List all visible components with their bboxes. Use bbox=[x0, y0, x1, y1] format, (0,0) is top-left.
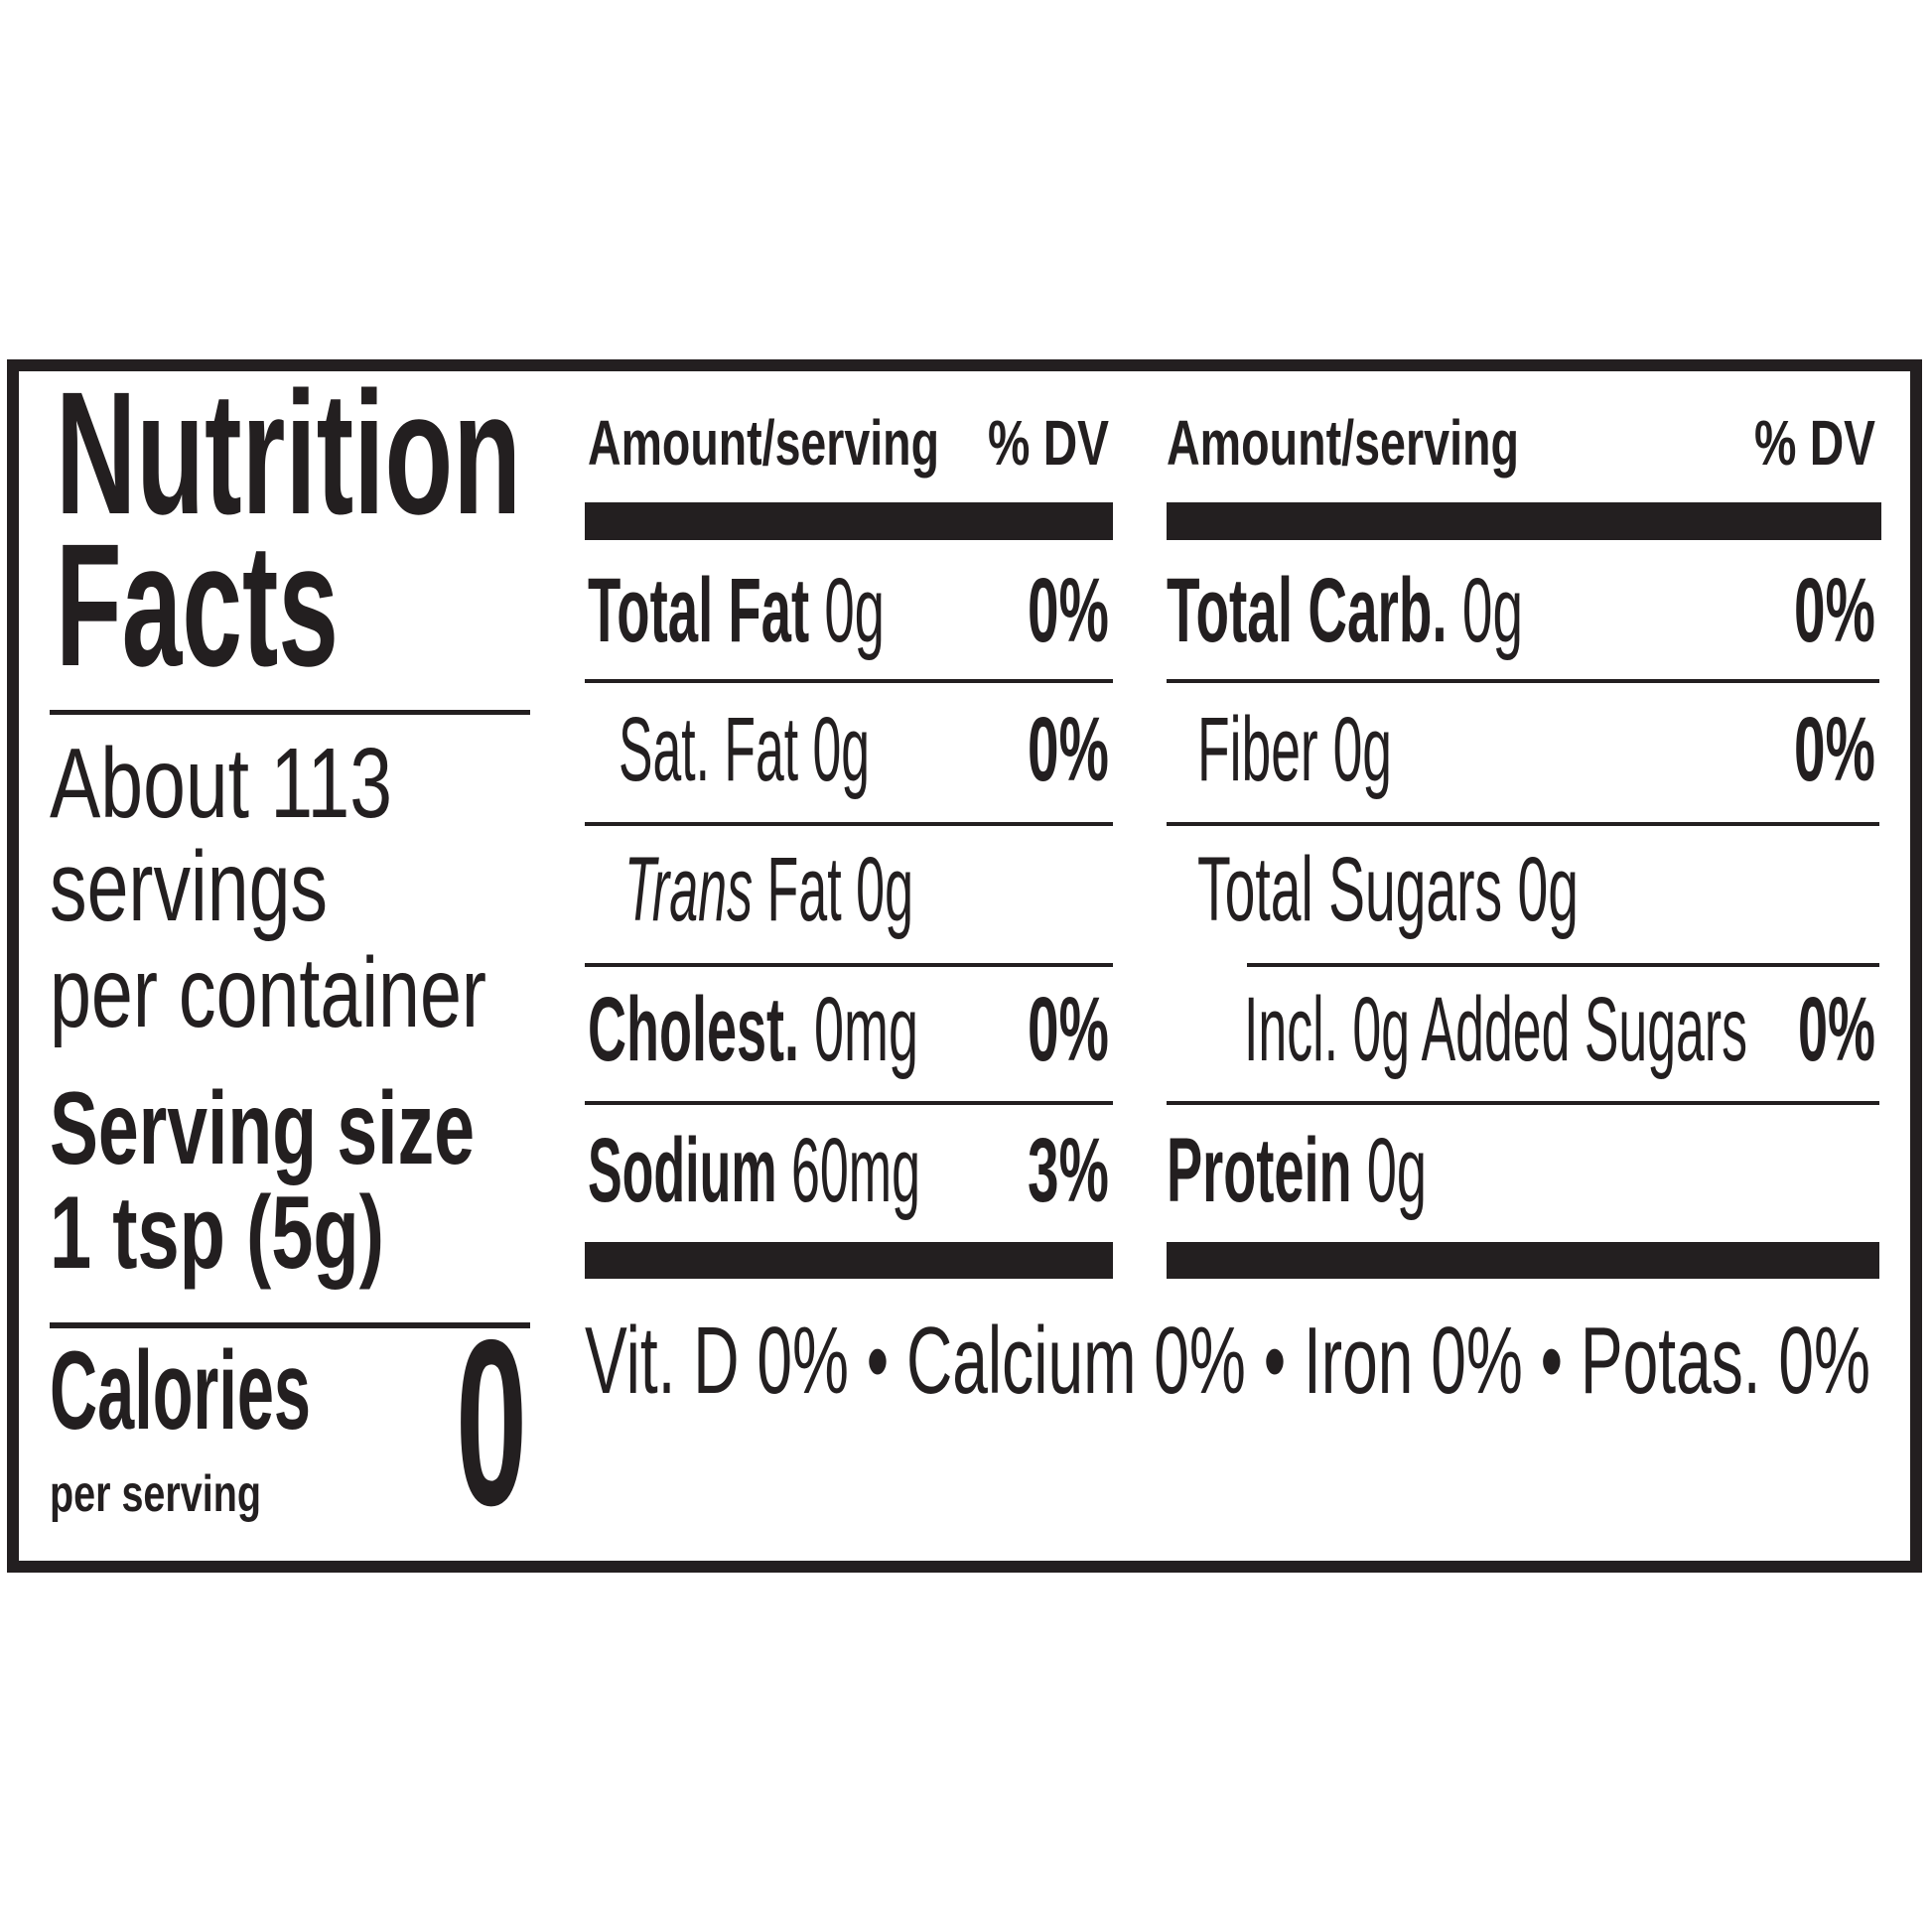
nutrient-amount: 60mg bbox=[790, 1120, 920, 1221]
thick-bar bbox=[585, 1242, 1113, 1279]
nutrient-amount: 0g bbox=[1517, 839, 1579, 940]
dv-sat-fat: 0% bbox=[1028, 699, 1109, 800]
row-fiber: Fiber 0g bbox=[1197, 704, 1392, 795]
nutrient-name: Fat bbox=[766, 839, 842, 940]
nutrition-facts-panel bbox=[7, 359, 1922, 1573]
nutrient-name: Fiber bbox=[1197, 699, 1318, 800]
divider bbox=[585, 963, 1113, 967]
divider bbox=[1167, 1101, 1879, 1105]
dv-added-sugars: 0% bbox=[1798, 979, 1875, 1080]
amount-header: Amount/serving bbox=[588, 407, 939, 479]
row-added-sugars: Incl. 0g Added Sugars bbox=[1244, 979, 1747, 1080]
row-cholesterol: Cholest. 0mg bbox=[588, 984, 918, 1075]
nutrient-amount: 0g bbox=[824, 560, 885, 661]
nutrient-name: Total Fat bbox=[588, 560, 810, 661]
servings-line-3: per container bbox=[50, 937, 486, 1048]
serving-size-value: 1 tsp (5g) bbox=[50, 1175, 384, 1291]
divider bbox=[1167, 822, 1879, 826]
title-facts: Facts bbox=[56, 508, 339, 703]
dv-total-carb: 0% bbox=[1794, 560, 1875, 661]
title-nutrition: Nutrition bbox=[56, 356, 521, 551]
dv-header: % DV bbox=[988, 407, 1109, 479]
row-total-fat: Total Fat 0g bbox=[588, 565, 885, 656]
dv-fiber: 0% bbox=[1794, 699, 1875, 800]
divider bbox=[585, 822, 1113, 826]
row-trans-fat: Trans Fat 0g bbox=[624, 844, 913, 935]
nutrient-name: Sat. Fat bbox=[619, 699, 799, 800]
dv-sodium: 3% bbox=[1028, 1120, 1109, 1221]
dv-total-fat: 0% bbox=[1028, 560, 1109, 661]
nutrient-name: Total Carb. bbox=[1167, 560, 1448, 661]
row-sodium: Sodium 60mg bbox=[588, 1125, 920, 1216]
divider bbox=[50, 1322, 530, 1328]
row-total-sugars: Total Sugars 0g bbox=[1197, 844, 1579, 935]
divider bbox=[1247, 963, 1879, 967]
nutrient-name: Cholest. bbox=[588, 979, 799, 1080]
servings-line-1: About 113 bbox=[50, 728, 392, 839]
nutrient-name: Protein bbox=[1167, 1120, 1352, 1221]
serving-size-label: Serving size bbox=[50, 1071, 475, 1186]
thick-bar bbox=[1167, 1242, 1879, 1279]
divider bbox=[585, 1101, 1113, 1105]
thick-bar bbox=[1167, 502, 1881, 540]
row-total-carb: Total Carb. 0g bbox=[1167, 565, 1523, 656]
divider bbox=[1167, 679, 1879, 683]
divider bbox=[50, 710, 530, 715]
nutrient-name: Total Sugars bbox=[1197, 839, 1503, 940]
nutrient-name-italic: Trans bbox=[624, 839, 754, 940]
nutrient-amount: 0g bbox=[1332, 699, 1392, 800]
row-sat-fat: Sat. Fat 0g bbox=[619, 704, 870, 795]
divider bbox=[585, 679, 1113, 683]
thick-bar bbox=[585, 502, 1113, 540]
servings-line-2: servings bbox=[50, 831, 328, 942]
calories-label: Calories bbox=[50, 1328, 311, 1452]
nutrient-amount: 0g bbox=[1461, 560, 1523, 661]
calories-value: 0 bbox=[456, 1292, 527, 1555]
nutrient-amount: 0g bbox=[812, 699, 870, 800]
amount-header: Amount/serving bbox=[1167, 407, 1519, 479]
nutrient-amount: 0mg bbox=[813, 979, 918, 1080]
dv-cholesterol: 0% bbox=[1028, 979, 1109, 1080]
nutrient-amount: 0g bbox=[856, 839, 913, 940]
calories-sub: per serving bbox=[50, 1465, 261, 1523]
vitamins-minerals-footer: Vit. D 0% • Calcium 0% • Iron 0% • Potas… bbox=[585, 1308, 1870, 1414]
dv-header: % DV bbox=[1754, 407, 1875, 479]
row-protein: Protein 0g bbox=[1167, 1125, 1427, 1216]
nutrient-amount: 0g bbox=[1366, 1120, 1427, 1221]
nutrient-name: Sodium bbox=[588, 1120, 777, 1221]
